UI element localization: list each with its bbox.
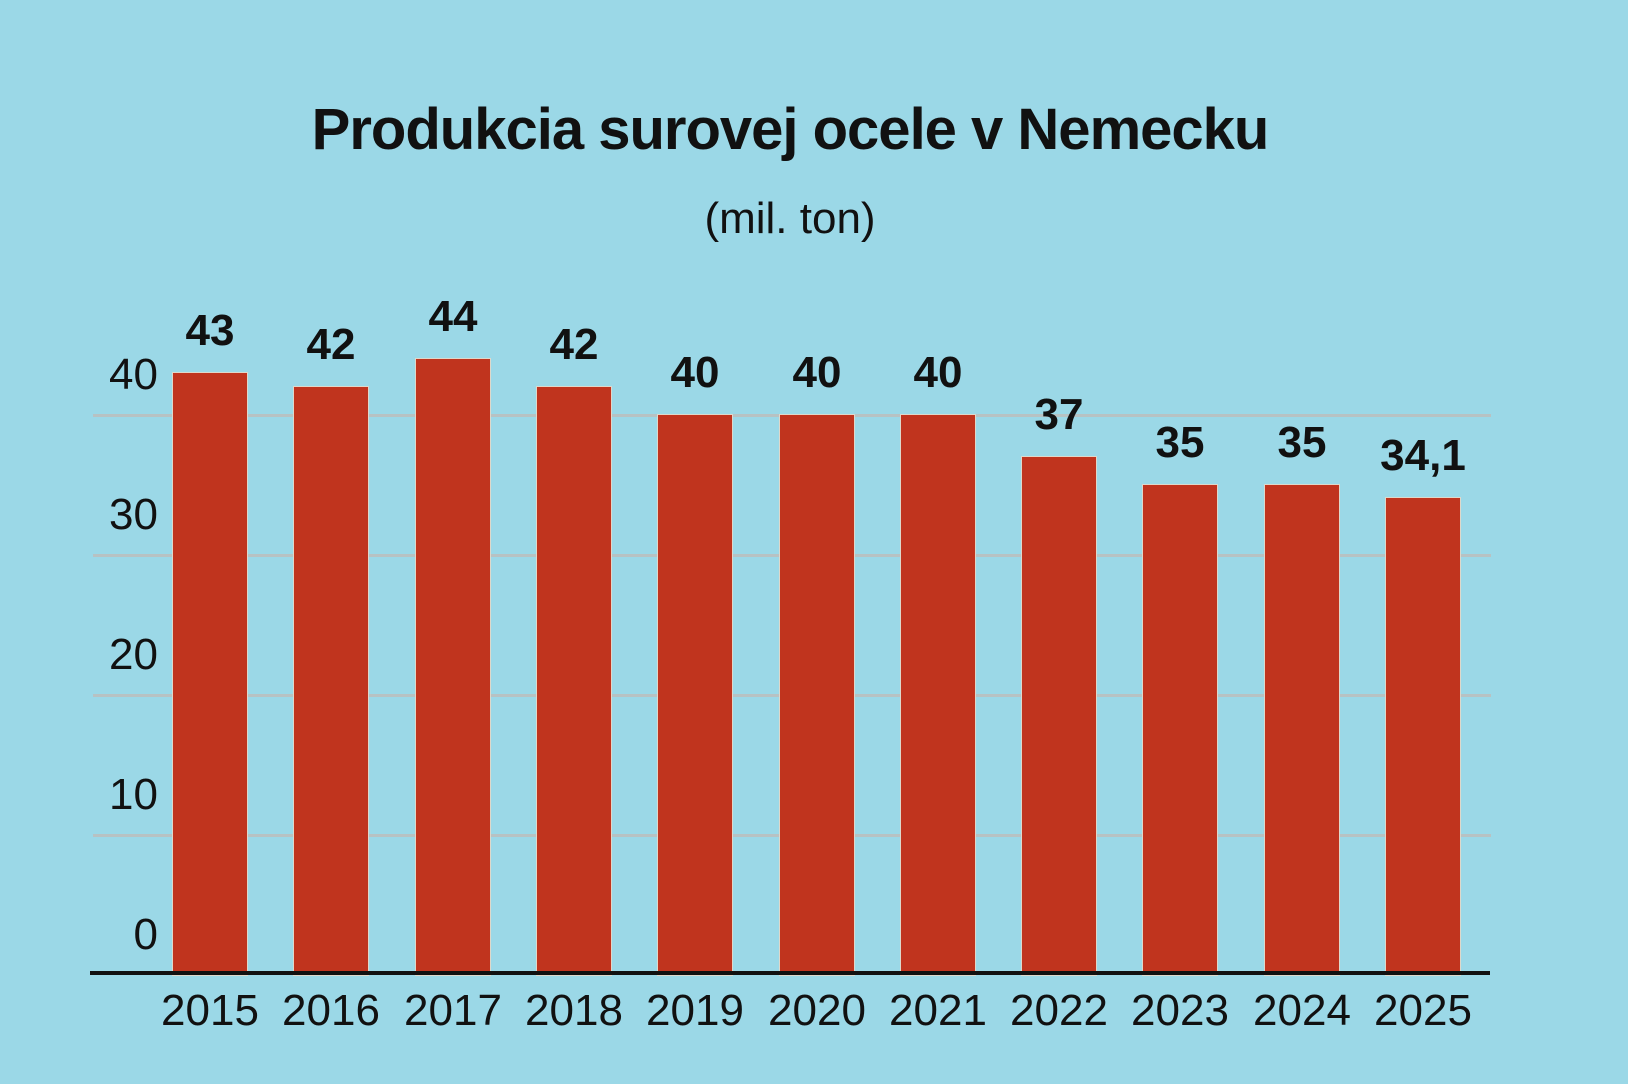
x-tick-label: 2025 (1374, 986, 1472, 1035)
y-tick-label: 10 (109, 770, 158, 819)
bar (1265, 485, 1339, 975)
bar (537, 387, 611, 975)
bar-value-label: 40 (670, 348, 720, 397)
bar-value-label: 34,1 (1380, 431, 1466, 480)
bar-value-label: 35 (1277, 418, 1327, 467)
bar-value-label: 42 (549, 320, 599, 369)
y-tick-label: 0 (133, 910, 158, 959)
bar (1386, 498, 1460, 975)
bar-value-label: 40 (792, 348, 842, 397)
x-tick-label: 2024 (1253, 986, 1351, 1035)
bar (1143, 485, 1217, 975)
y-tick-label: 30 (109, 490, 158, 539)
bar-value-label: 35 (1155, 418, 1205, 467)
chart-title: Produkcia surovej ocele v Nemecku (311, 97, 1270, 162)
x-axis-line (90, 971, 1490, 975)
chart-subtitle: (mil. ton) (704, 194, 876, 243)
bar-value-label: 44 (428, 292, 478, 341)
bar-value-label: 43 (185, 306, 235, 355)
bar (780, 415, 854, 975)
y-tick-label: 40 (109, 350, 158, 399)
x-tick-label: 2018 (525, 986, 623, 1035)
y-tick-label: 20 (109, 630, 158, 679)
bar-value-label: 40 (913, 348, 963, 397)
bar-value-label: 42 (306, 320, 356, 369)
bar (658, 415, 732, 975)
bar (173, 373, 247, 975)
bar (901, 415, 975, 975)
bar (1022, 457, 1096, 975)
x-tick-label: 2017 (404, 986, 502, 1035)
x-tick-label: 2021 (889, 986, 987, 1035)
x-tick-label: 2020 (768, 986, 866, 1035)
x-tick-label: 2016 (282, 986, 380, 1035)
bar (294, 387, 368, 975)
bar (416, 359, 490, 975)
x-tick-label: 2022 (1010, 986, 1108, 1035)
x-tick-label: 2015 (161, 986, 259, 1035)
x-tick-label: 2023 (1131, 986, 1229, 1035)
x-tick-label: 2019 (646, 986, 744, 1035)
bar-value-label: 37 (1034, 390, 1084, 439)
